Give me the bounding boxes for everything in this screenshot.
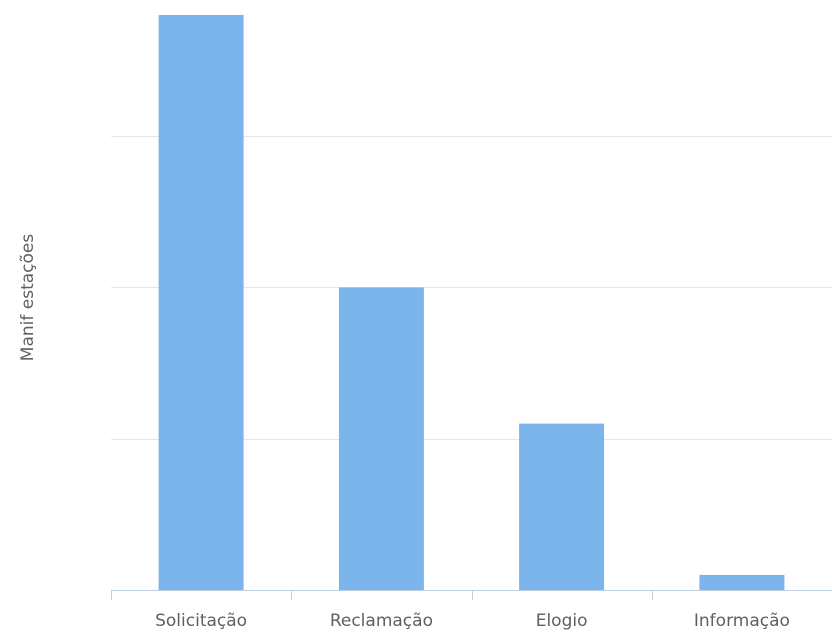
bar-elogio	[519, 423, 605, 590]
x-tick-label: Reclamação	[330, 611, 433, 631]
x-tick-label: Elogio	[536, 611, 588, 631]
bar-solicitação	[158, 15, 244, 590]
bar-informação	[699, 574, 785, 590]
y-axis-title: Manif estações	[18, 234, 38, 362]
bar-reclamação	[338, 287, 424, 590]
x-axis	[111, 590, 832, 600]
x-tick-label: Informação	[694, 611, 790, 631]
x-tick-label: Solicitação	[155, 611, 247, 631]
x-axis-labels: Solicitação Reclamação Elogio Informação	[155, 611, 790, 631]
bar-series	[158, 15, 785, 590]
